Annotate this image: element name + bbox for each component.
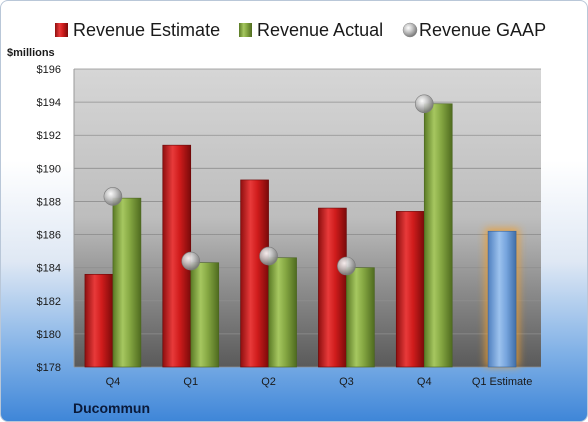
x-category-label: Q4 xyxy=(106,376,121,388)
legend-estimate-label: Revenue Estimate xyxy=(73,20,220,40)
y-tick-label: $190 xyxy=(37,163,61,175)
y-tick-label: $188 xyxy=(37,196,61,208)
bar-revenue-actual xyxy=(190,262,220,368)
x-category-label: Q3 xyxy=(339,376,354,388)
bar-revenue-actual xyxy=(268,257,297,368)
point-revenue-gaap xyxy=(103,187,123,206)
bar-revenue-actual xyxy=(423,103,453,368)
y-tick-label: $180 xyxy=(37,329,61,341)
legend-estimate-swatch xyxy=(55,23,68,37)
y-tick-label: $184 xyxy=(37,263,61,275)
x-category-label: Q1 xyxy=(183,376,198,388)
legend-actual-swatch xyxy=(239,23,252,37)
y-tick-label: $178 xyxy=(37,362,61,374)
bar-q1-estimate xyxy=(487,230,517,368)
y-tick-label: $194 xyxy=(37,97,61,109)
bar-revenue-estimate xyxy=(84,273,114,368)
y-unit-label: $millions xyxy=(7,47,55,59)
point-revenue-gaap xyxy=(181,251,201,271)
bar-revenue-actual xyxy=(346,267,375,368)
x-category-label: Q2 xyxy=(261,376,276,388)
point-revenue-gaap xyxy=(259,246,278,266)
plot-area xyxy=(74,69,541,367)
y-tick-label: $192 xyxy=(37,130,61,142)
company-name: Ducommun xyxy=(73,400,150,416)
bar-revenue-estimate xyxy=(395,211,425,368)
y-tick-label: $182 xyxy=(37,296,61,308)
y-tick-label: $186 xyxy=(37,230,61,242)
x-category-label: Q4 xyxy=(417,376,432,388)
point-revenue-gaap xyxy=(414,94,434,114)
bar-revenue-estimate xyxy=(318,207,347,368)
point-revenue-gaap xyxy=(337,256,356,276)
legend-gaap-swatch xyxy=(402,22,418,38)
y-tick-label: $196 xyxy=(37,64,61,76)
legend-actual-label: Revenue Actual xyxy=(257,20,383,40)
legend-gaap-label: Revenue GAAP xyxy=(419,20,546,40)
bar-revenue-actual xyxy=(112,197,142,368)
bar-revenue-estimate xyxy=(240,179,269,368)
x-category-label: Q1 Estimate xyxy=(472,376,533,388)
